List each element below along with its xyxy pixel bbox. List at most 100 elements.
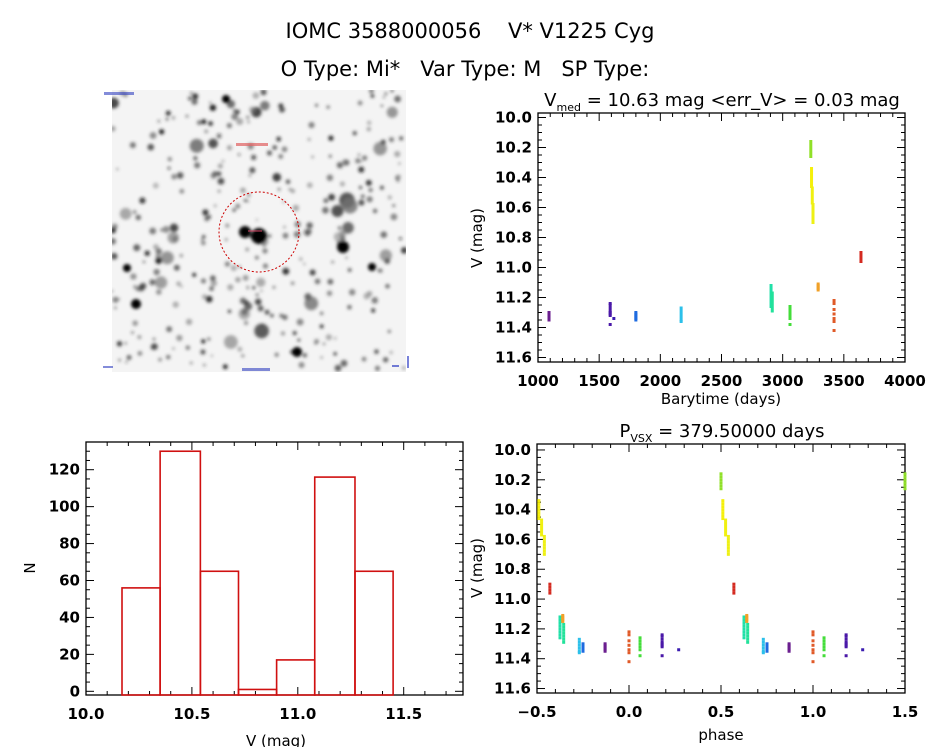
star [382,96,386,99]
data-point [732,591,736,595]
star [112,97,119,109]
star [368,90,374,94]
plot-frame [85,441,464,696]
star [151,343,158,351]
data-point [638,639,642,643]
star [137,335,142,340]
star [256,277,266,288]
data-point [721,502,725,506]
data-point [679,315,683,319]
star [245,247,250,252]
star [158,357,162,362]
star [249,167,256,174]
image-label-mark [236,143,268,146]
star [165,110,171,116]
star [366,196,373,203]
data-point [761,646,765,650]
y-tick-label: 10.8 [494,560,531,578]
star [394,95,401,103]
data-point [558,618,562,622]
data-point [745,619,749,623]
y-tick-label: 10.2 [494,471,531,489]
star [166,354,171,360]
data-point [810,195,814,199]
star [166,326,173,333]
star [326,174,334,181]
data-point [844,645,848,649]
y-tick-label: 10.6 [495,199,532,217]
data-point [660,634,664,638]
data-point [822,636,826,640]
star [242,274,249,281]
star [202,209,209,216]
star [315,103,318,107]
star [223,335,238,349]
data-point [903,472,907,476]
star [377,268,381,273]
data-point [726,549,730,553]
data-point [537,511,541,515]
data-point [810,179,814,182]
star [285,179,291,185]
star [379,185,385,190]
data-point [811,218,815,221]
data-point [810,189,814,193]
scale-bar-icon [392,356,409,368]
data-point [540,530,544,534]
image-corner-mark [104,92,134,95]
data-point [603,649,607,653]
star [390,213,398,221]
star [206,337,211,341]
star [399,136,404,141]
data-point [832,312,836,316]
star [113,306,117,310]
data-point [769,287,773,290]
star [135,286,141,292]
star [129,142,136,149]
data-point [540,527,544,531]
data-point [558,630,562,634]
star [135,214,141,221]
star [389,350,393,355]
star [208,121,213,126]
star [137,351,143,356]
data-point [562,640,566,644]
star [368,187,373,193]
data-point [540,524,544,528]
x-tick-label: 1.0 [800,703,827,721]
data-point [548,591,552,595]
bright-star [251,228,267,244]
y-tick-label: 0 [70,682,80,700]
data-point [832,308,836,311]
star [320,356,324,359]
figure-subtitle: O Type: Mi* Var Type: M SP Type: [281,57,650,81]
bright-star [368,263,376,271]
star [132,320,138,326]
data-point [660,637,664,641]
star [304,293,312,301]
histogram-bar [354,570,394,696]
x-tick-label: 11.5 [385,705,422,723]
star [279,106,285,113]
star [167,166,171,170]
data-point [638,654,642,658]
star [252,286,256,290]
data-point [770,303,774,307]
star [339,230,347,238]
star [248,106,256,114]
star [194,162,201,169]
y-tick-label: 10.8 [495,229,532,247]
data-point [634,318,638,322]
star [192,272,197,277]
star [272,172,282,182]
star [157,119,161,123]
star [292,331,297,336]
star [152,337,156,341]
star [308,122,315,129]
data-point [540,518,544,522]
phase-plot-title: PVSX = 379.50000 days [620,421,825,445]
star [341,159,349,166]
star [209,286,214,292]
star [336,161,344,169]
star [361,356,367,362]
